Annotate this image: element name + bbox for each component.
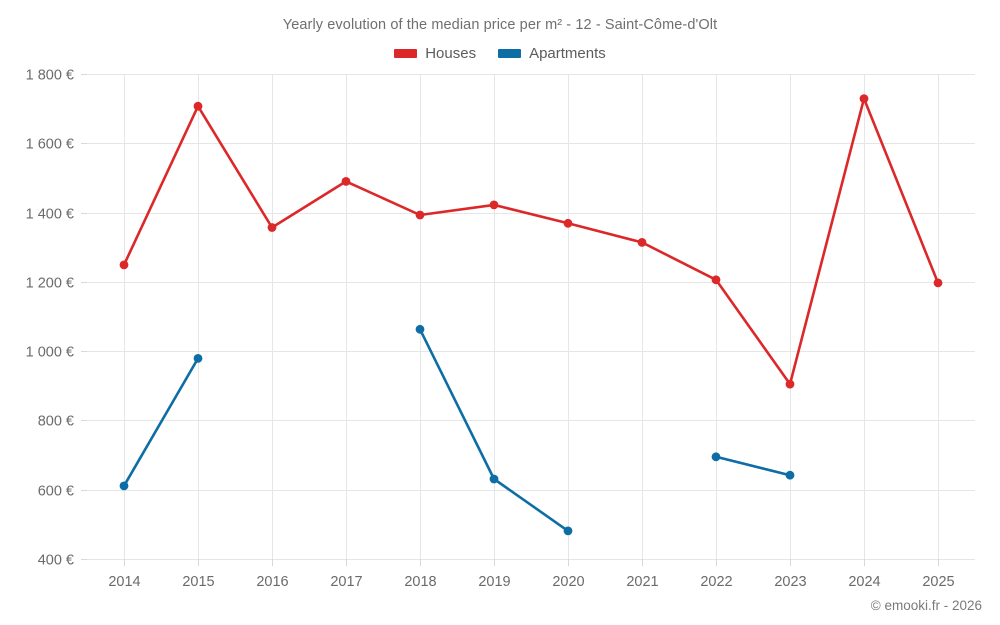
- chart-legend: Houses Apartments: [0, 46, 1000, 61]
- x-axis-labels: 2014 2015 2016 2017 2018 2019 2020 2021 2022 2023…: [108, 574, 954, 590]
- series-line-apartments: [714, 455, 792, 477]
- data-point-apartments-2022[interactable]: [711, 452, 721, 462]
- x-axis-label: 2016: [256, 574, 288, 590]
- data-point-apartments-2018[interactable]: [415, 324, 425, 334]
- data-point-houses-2016[interactable]: [267, 223, 277, 232]
- y-axis-label: 600 €: [38, 484, 74, 500]
- data-point-houses-2020[interactable]: [563, 218, 573, 228]
- grid-layer: [81, 74, 975, 566]
- x-axis-label: 2023: [774, 574, 806, 590]
- data-point-houses-2017[interactable]: [341, 177, 351, 186]
- x-axis-label: 2024: [848, 574, 880, 590]
- data-point-apartments-2020[interactable]: [563, 526, 573, 536]
- legend-swatch-apartments: [498, 49, 522, 58]
- data-point-apartments-2023[interactable]: [785, 470, 795, 480]
- credit-text: © emooki.fr - 2026: [870, 598, 982, 613]
- y-axis-label: 1 800 €: [26, 68, 74, 84]
- y-axis-label: 1 000 €: [26, 345, 74, 361]
- legend-item-houses[interactable]: Houses: [394, 46, 476, 61]
- series-line-apartments: [122, 357, 200, 488]
- x-axis-label: 2015: [182, 574, 214, 590]
- data-point-houses-2019[interactable]: [489, 200, 499, 210]
- data-point-apartments-2015[interactable]: [193, 354, 203, 363]
- x-axis-label: 2017: [330, 574, 362, 590]
- series-line-houses: [122, 97, 940, 386]
- data-point-apartments-2019[interactable]: [489, 474, 499, 484]
- chart-title: Yearly evolution of the median price per…: [282, 17, 718, 33]
- y-axis-label: 400 €: [38, 553, 74, 569]
- y-axis-label: 800 €: [38, 414, 74, 430]
- y-axis-label: 1 400 €: [26, 207, 74, 223]
- x-axis-label: 2020: [552, 574, 584, 590]
- x-axis-label: 2019: [478, 574, 510, 590]
- x-axis-label: 2018: [404, 574, 436, 590]
- x-axis-label: 2022: [700, 574, 732, 590]
- series-layer: [119, 94, 943, 536]
- legend-label-apartments: Apartments: [529, 45, 606, 62]
- data-point-houses-2014[interactable]: [119, 260, 129, 270]
- legend-item-apartments[interactable]: Apartments: [498, 46, 606, 61]
- data-point-houses-2015[interactable]: [193, 101, 203, 111]
- data-point-houses-2018[interactable]: [415, 210, 425, 220]
- legend-swatch-houses: [394, 49, 418, 58]
- data-point-apartments-2014[interactable]: [119, 481, 129, 491]
- y-axis-label: 1 600 €: [26, 137, 74, 153]
- data-point-houses-2025[interactable]: [933, 278, 943, 288]
- data-point-houses-2023[interactable]: [785, 379, 795, 389]
- y-axis-label: 1 200 €: [26, 276, 74, 292]
- x-axis-label: 2014: [108, 574, 140, 590]
- x-axis-label: 2025: [922, 574, 954, 590]
- data-point-houses-2022[interactable]: [711, 275, 721, 285]
- data-point-houses-2024[interactable]: [859, 94, 869, 103]
- y-axis-labels: 400 € 600 € 800 € 1 000 € 1 200 € 1 400 € 1 60…: [26, 68, 74, 569]
- data-point-houses-2021[interactable]: [637, 238, 647, 247]
- legend-label-houses: Houses: [425, 45, 477, 62]
- x-axis-label: 2021: [626, 574, 658, 590]
